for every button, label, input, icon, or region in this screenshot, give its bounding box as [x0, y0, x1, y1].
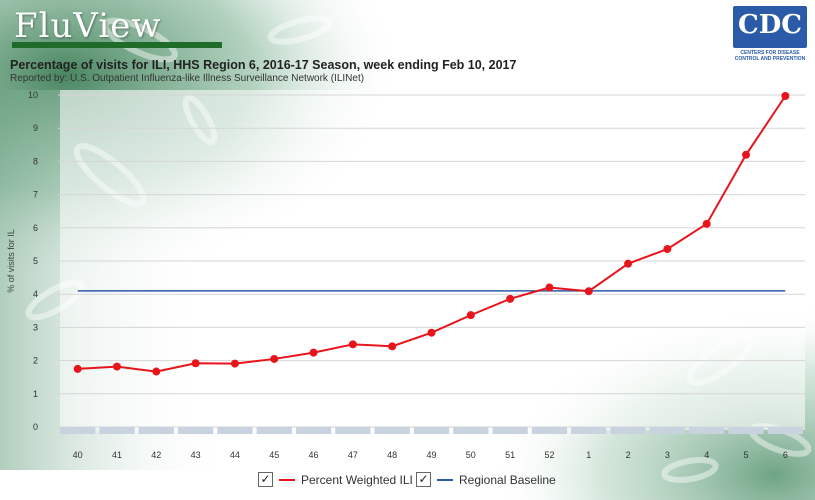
- x-category-band: [295, 427, 332, 434]
- x-tick-label: 42: [151, 450, 161, 460]
- x-category-band: [413, 427, 450, 434]
- x-tick-label: 45: [269, 450, 279, 460]
- data-point-ili: [781, 91, 790, 100]
- x-tick-label: 50: [466, 450, 476, 460]
- data-point-ili: [309, 348, 318, 357]
- data-point-ili: [152, 367, 161, 376]
- x-tick-label: 2: [626, 450, 631, 460]
- x-tick-label: 44: [230, 450, 240, 460]
- x-category-band: [728, 427, 764, 434]
- x-tick-label: 43: [191, 450, 201, 460]
- x-tick-label: 52: [544, 450, 554, 460]
- x-category-band: [138, 427, 174, 434]
- x-category-band: [649, 427, 686, 434]
- y-tick-label: 10: [28, 90, 38, 100]
- y-tick-label: 3: [33, 322, 38, 332]
- chart-subtitle: Reported by: U.S. Outpatient Influenza-l…: [10, 73, 365, 84]
- legend-checkbox-baseline[interactable]: ✓: [416, 472, 431, 487]
- legend-swatch-baseline: [437, 478, 453, 481]
- data-point-ili: [348, 340, 357, 349]
- y-axis-label: % of visits for IL: [6, 229, 16, 293]
- data-point-ili: [73, 364, 82, 373]
- data-point-ili: [506, 294, 515, 303]
- x-category-band: [217, 427, 253, 434]
- logo-underline: [12, 42, 222, 48]
- header: FluView CDC CENTERS FOR DISEASE CONTROL …: [0, 0, 815, 90]
- y-tick-label: 5: [33, 256, 38, 266]
- x-category-band: [453, 427, 489, 434]
- data-point-ili: [388, 342, 397, 351]
- x-tick-label: 5: [744, 450, 749, 460]
- x-category-band: [256, 427, 292, 434]
- x-tick-label: 46: [309, 450, 319, 460]
- x-tick-label: 47: [348, 450, 358, 460]
- chart-title: Percentage of visits for ILI, HHS Region…: [10, 58, 517, 72]
- x-category-band: [492, 427, 528, 434]
- x-category-band: [374, 427, 410, 434]
- y-tick-label: 1: [33, 389, 38, 399]
- x-category-band: [767, 427, 803, 434]
- y-tick-label: 7: [33, 190, 38, 200]
- x-tick-label: 48: [387, 450, 397, 460]
- cdc-logo: CDC CENTERS FOR DISEASE CONTROL AND PREV…: [733, 6, 807, 62]
- y-tick-label: 0: [33, 422, 38, 432]
- data-point-ili: [624, 259, 633, 268]
- x-tick-label: 3: [665, 450, 670, 460]
- legend-item-ili[interactable]: ✓ Percent Weighted ILI: [258, 472, 413, 487]
- legend-item-baseline[interactable]: ✓ Regional Baseline: [416, 472, 556, 487]
- x-category-band: [531, 427, 568, 434]
- legend-label-baseline: Regional Baseline: [459, 472, 556, 487]
- data-point-ili: [545, 283, 554, 292]
- data-point-ili: [702, 219, 711, 228]
- x-category-band: [99, 427, 135, 434]
- data-point-ili: [112, 362, 121, 371]
- data-point-ili: [427, 328, 436, 337]
- x-category-band: [610, 427, 646, 434]
- x-tick-label: 41: [112, 450, 122, 460]
- x-tick-label: 6: [783, 450, 788, 460]
- x-tick-label: 40: [73, 450, 83, 460]
- legend-label-ili: Percent Weighted ILI: [301, 472, 413, 487]
- x-tick-label: 4: [704, 450, 709, 460]
- legend-swatch-ili: [279, 478, 295, 481]
- x-category-band: [335, 427, 371, 434]
- y-tick-label: 9: [33, 123, 38, 133]
- data-point-ili: [191, 359, 200, 368]
- x-category-band: [60, 427, 96, 434]
- x-category-band: [177, 427, 214, 434]
- chart-legend: ✓ Percent Weighted ILI ✓ Regional Baseli…: [0, 472, 815, 492]
- x-category-band: [571, 427, 607, 434]
- legend-checkbox-ili[interactable]: ✓: [258, 472, 273, 487]
- y-tick-label: 8: [33, 156, 38, 166]
- data-point-ili: [230, 359, 239, 368]
- y-tick-label: 2: [33, 356, 38, 366]
- y-tick-label: 6: [33, 223, 38, 233]
- data-point-ili: [466, 311, 475, 320]
- x-tick-label: 49: [426, 450, 436, 460]
- x-tick-label: 1: [586, 450, 591, 460]
- data-point-ili: [742, 150, 751, 159]
- y-tick-label: 4: [33, 289, 38, 299]
- data-point-ili: [584, 287, 593, 296]
- data-point-ili: [270, 354, 279, 363]
- fluview-logo: FluView: [14, 6, 162, 46]
- data-point-ili: [663, 245, 672, 254]
- x-tick-label: 51: [505, 450, 515, 460]
- x-category-band: [689, 427, 725, 434]
